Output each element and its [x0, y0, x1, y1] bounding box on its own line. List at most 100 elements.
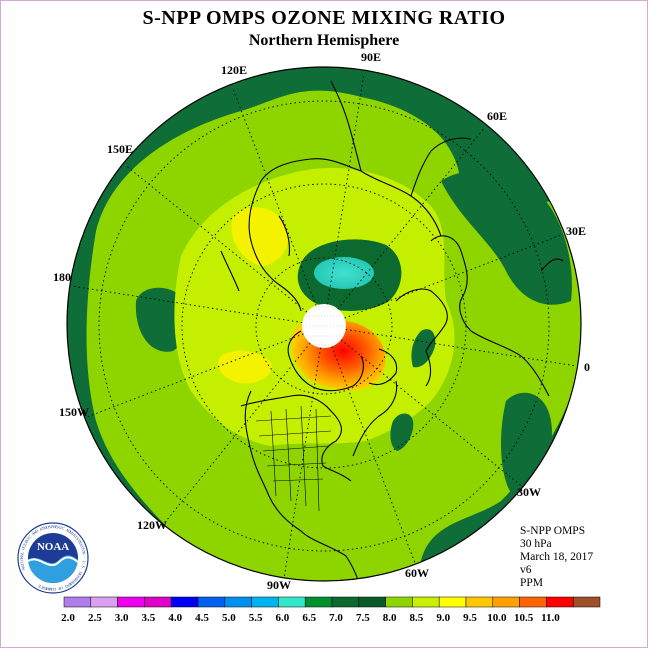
logo-ring-glyph: T	[41, 525, 45, 531]
us-state-borders	[255, 405, 332, 512]
colorbar-swatch	[438, 596, 467, 608]
logo-ring-glyph: M	[45, 586, 50, 592]
logo-ring-glyph: A	[19, 554, 24, 557]
logo-ring-glyph: M	[68, 580, 74, 586]
logo-ring-glyph: N	[24, 538, 30, 543]
noaa-logo-wave	[28, 555, 78, 583]
logo-ring-glyph: M	[43, 525, 48, 531]
logo-ring-glyph: C	[53, 587, 56, 592]
logo-ring-glyph: F	[57, 586, 61, 591]
colorbar-swatch	[331, 596, 360, 608]
logo-ring-glyph: D	[67, 528, 72, 534]
lon-label-150e: 150E	[107, 142, 133, 156]
logo-ring-glyph: I	[81, 547, 86, 550]
meridian-line	[84, 333, 304, 419]
ozone-level-7.0-atlantic-patch	[390, 413, 414, 451]
colorbar-label: 5.0	[222, 612, 236, 624]
logo-ring-glyph: O	[46, 524, 50, 529]
meridian-line	[162, 342, 311, 526]
coastlines	[220, 80, 564, 581]
meridian-line	[344, 233, 564, 319]
logo-ring-glyph: I	[26, 536, 31, 541]
colorbar-label: 3.5	[142, 612, 156, 624]
ozone-level-7.0-scandinavia	[411, 329, 436, 368]
logo-ring-glyph: I	[74, 535, 79, 540]
lon-label-90w: 90W	[267, 578, 291, 592]
logo-ring-glyph: E	[76, 573, 82, 578]
ozone-field	[67, 67, 581, 581]
lon-label-30e: 30E	[566, 224, 586, 238]
colorbar-label: 2.0	[61, 612, 75, 624]
colorbar-swatch	[144, 596, 172, 608]
colorbar-label: 8.0	[383, 612, 397, 624]
colorbar-label: 8.5	[410, 612, 424, 624]
colorbar-swatch	[572, 596, 601, 608]
meridian-line	[124, 164, 308, 313]
colorbar-label: 3.0	[115, 612, 129, 624]
logo-ring-glyph: A	[23, 540, 29, 545]
logo-ring-glyph: I	[71, 531, 76, 536]
colorbar-label: 2.5	[88, 612, 102, 624]
logo-ring-glyph: A	[79, 542, 85, 547]
colorbar-swatch	[63, 596, 92, 608]
logo-ring-glyph: T	[19, 562, 25, 566]
colorbar-swatch	[385, 596, 413, 608]
lon-label-0: 0	[584, 360, 590, 374]
globe-outline	[66, 66, 582, 582]
colorbar-swatch	[224, 596, 252, 608]
ozone-level-8.5-east	[231, 207, 289, 266]
logo-ring-glyph: A	[65, 527, 70, 533]
logo-ring-glyph: A	[39, 526, 44, 532]
colorbar-swatch	[170, 596, 199, 608]
logo-ring-glyph: M	[48, 587, 52, 592]
logo-ring-glyph: N	[19, 556, 24, 559]
logo-ring-glyph: R	[72, 578, 78, 584]
colorbar-label: 5.5	[249, 612, 263, 624]
info-units: PPM	[520, 577, 544, 589]
logo-ring-glyph: S	[75, 536, 80, 541]
colorbar-swatch	[251, 596, 279, 608]
ozone-level-8.5-west	[218, 350, 272, 384]
logo-ring-glyph: S	[48, 524, 51, 529]
logo-ring-glyph: O	[20, 546, 26, 550]
meridians	[71, 73, 577, 579]
colorbar-label: 6.5	[302, 612, 316, 624]
logo-ring-glyph: N	[32, 529, 37, 535]
lon-label-60w: 60W	[405, 566, 429, 580]
map-title: S-NPP OMPS OZONE MIXING RATIO	[142, 7, 506, 29]
logo-ring-glyph: O	[81, 549, 87, 553]
logo-ring-glyph: T	[71, 579, 77, 585]
meridian-line	[337, 126, 486, 310]
logo-ring-glyph: C	[61, 525, 65, 531]
colorbar-label: 9.5	[463, 612, 477, 624]
logo-ring-glyph: O	[19, 558, 24, 561]
colorbar-label: 4.5	[195, 612, 209, 624]
colorbar-swatch	[90, 596, 118, 608]
colorbar-label: 10.5	[514, 612, 534, 624]
colorbar-swatch	[465, 596, 494, 608]
logo-ring-glyph: P	[75, 575, 81, 580]
logo-ring-glyph: N	[21, 566, 27, 571]
logo-ring-glyph: C	[21, 544, 27, 549]
colorbar-swatch	[197, 596, 226, 608]
polar-data-gap-hatch	[303, 306, 345, 346]
logo-ring-glyph: R	[57, 524, 61, 529]
logo-ring-glyph: A	[20, 564, 26, 568]
logo-ring-glyph: N	[81, 551, 86, 555]
logo-ring-glyph: M	[68, 529, 74, 535]
lon-label-60e: 60E	[487, 109, 507, 123]
logo-ring-glyph: O	[51, 587, 54, 592]
logo-ring-glyph: E	[67, 582, 72, 588]
colorbar-label: 6.0	[276, 612, 290, 624]
lon-label-150w: 150W	[59, 405, 89, 419]
logo-ring-glyph: E	[43, 586, 47, 592]
colorbar-label: 7.0	[329, 612, 343, 624]
info-sensor: S-NPP OMPS	[520, 525, 586, 537]
longitude-labels: 90E 60E 30E 0 30W 60W 90W 120W 150W 180 …	[53, 50, 590, 592]
lon-label-180: 180	[53, 270, 71, 284]
colorbar-label: 9.0	[436, 612, 450, 624]
logo-ring-glyph: A	[74, 576, 80, 582]
